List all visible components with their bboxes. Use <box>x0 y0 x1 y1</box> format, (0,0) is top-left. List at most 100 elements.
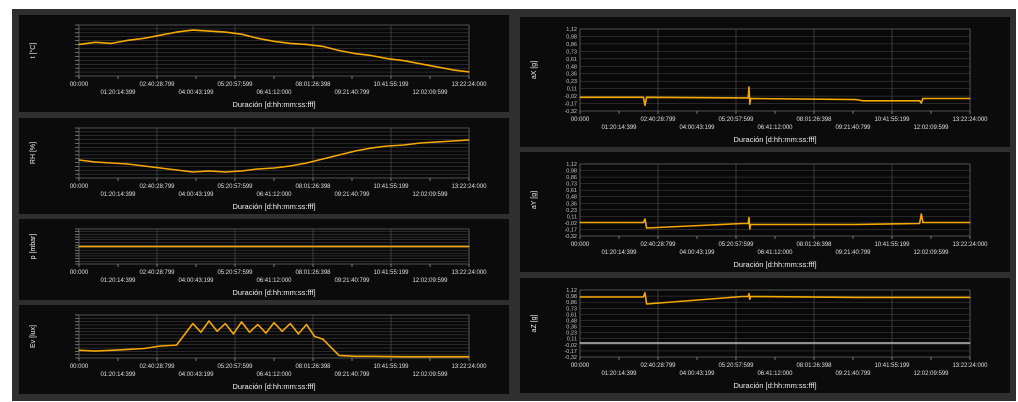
data-point <box>644 218 646 220</box>
data-point <box>468 356 470 358</box>
data-point <box>354 150 356 152</box>
y-tick-label: 0,73 <box>566 182 577 188</box>
data-point <box>419 63 421 65</box>
x-tick-label: 09:21:40:799 <box>835 250 871 256</box>
series-line <box>580 213 970 230</box>
data-point <box>216 330 218 332</box>
y-axis-label: aZ [g] <box>531 315 538 333</box>
y-tick-label: 0,11 <box>567 87 577 93</box>
x-tick-label: 12:02:09:599 <box>913 125 949 131</box>
x-tick-label: 00:000 <box>70 82 89 88</box>
y-tick-label: 0,36 <box>566 325 577 331</box>
y-tick-label: 0,23 <box>566 79 577 85</box>
x-tick-label: 05:20:57:599 <box>217 364 253 370</box>
data-point <box>224 171 226 173</box>
y-axis-label: aY [g] <box>531 191 538 209</box>
x-tick-label: 01:20:14:399 <box>100 278 136 284</box>
data-point <box>749 298 751 300</box>
x-tick-label: 09:21:40:799 <box>334 278 370 284</box>
x-tick-label: 13:22:24:000 <box>952 363 988 369</box>
data-point <box>273 167 275 169</box>
data-point <box>78 43 80 45</box>
data-point <box>920 102 922 104</box>
data-point <box>78 349 80 351</box>
y-tick-label: 0,86 <box>566 175 577 181</box>
data-point <box>257 323 259 326</box>
data-point <box>159 34 161 36</box>
x-tick-label: 08:01:26:398 <box>796 242 832 248</box>
x-tick-label: 04:00:43:199 <box>679 125 715 131</box>
data-point <box>354 355 356 357</box>
x-tick-label: 01:20:14:399 <box>100 192 136 198</box>
x-tick-label: 12:02:09:599 <box>412 90 448 96</box>
data-point <box>468 139 470 141</box>
data-point <box>749 103 751 105</box>
data-point <box>969 296 971 299</box>
x-axis-label: Duración [d:hh:mm:ss:fff] <box>733 381 816 390</box>
data-point <box>468 71 470 73</box>
x-tick-label: 09:21:40:799 <box>835 371 871 377</box>
data-point <box>289 42 291 44</box>
y-axis-label: RH [%] <box>30 142 37 164</box>
data-point <box>435 66 438 68</box>
sensor-dashboard: 00:000 01:20:14:399 02:40:28:799 04:00:43:1… <box>12 9 1016 401</box>
data-point <box>208 320 210 322</box>
x-tick-label: 08:01:26:398 <box>796 117 832 123</box>
y-tick-label: 0,98 <box>566 294 577 300</box>
x-tick-label: 06:41:12:000 <box>256 278 292 284</box>
x-tick-label: 10:41:55:199 <box>373 364 409 370</box>
data-point <box>579 221 581 224</box>
chart-accel-x-svg: 1,120,98 0,860,73 0,610,48 0,360,23 0,11-0,0… <box>531 27 988 144</box>
data-point <box>338 354 340 357</box>
data-point <box>175 169 178 171</box>
data-point <box>919 222 921 225</box>
data-point <box>175 344 178 346</box>
x-tick-label: 01:20:14:399 <box>100 90 136 96</box>
data-point <box>452 140 454 142</box>
data-point <box>338 49 340 52</box>
data-point <box>240 170 243 172</box>
x-tick-label: 02:40:28:799 <box>139 364 175 370</box>
data-point <box>579 296 581 298</box>
data-point <box>922 221 924 224</box>
data-point <box>748 216 750 219</box>
x-tick-label: 09:21:40:799 <box>835 125 871 131</box>
data-point <box>322 338 324 340</box>
data-point <box>969 342 971 344</box>
x-tick-label: 06:41:12:000 <box>757 250 793 256</box>
x-tick-label: 01:20:14:399 <box>601 250 637 256</box>
y-tick-label: 1,12 <box>566 288 577 294</box>
data-point <box>143 37 145 39</box>
data-point <box>354 52 356 55</box>
data-point <box>370 355 373 357</box>
x-tick-label: 02:40:28:799 <box>640 363 676 369</box>
data-point <box>94 41 96 43</box>
y-axis-label: Ev [lux] <box>30 325 37 348</box>
data-point <box>289 323 291 325</box>
x-tick-label: 12:02:09:599 <box>913 250 949 256</box>
y-tick-label: 0,73 <box>566 306 577 312</box>
data-point <box>127 163 129 165</box>
data-point <box>143 347 145 350</box>
x-tick-label: 04:00:43:199 <box>178 372 214 378</box>
plot-area <box>78 24 470 77</box>
data-point <box>747 295 749 298</box>
y-tick-label: 0,98 <box>566 34 577 40</box>
data-point <box>273 40 275 42</box>
data-point <box>387 145 389 147</box>
data-point <box>322 45 324 48</box>
x-tick-label: 02:40:28:799 <box>139 82 175 88</box>
x-tick-label: 00:000 <box>571 363 590 369</box>
y-tick-label: 1,12 <box>566 27 577 33</box>
y-tick-label: 0,23 <box>566 208 577 214</box>
y-tick-label: -0,32 <box>564 234 577 240</box>
x-tick-label: 00:000 <box>571 242 590 248</box>
x-axis-label: Duración [d:hh:mm:ss:fff] <box>232 288 315 297</box>
data-point <box>969 97 971 100</box>
data-point <box>855 296 857 299</box>
data-point <box>110 162 113 164</box>
data-point <box>403 60 405 62</box>
y-tick-label: 0,98 <box>566 169 577 175</box>
data-point <box>110 349 113 351</box>
data-point <box>208 30 210 32</box>
